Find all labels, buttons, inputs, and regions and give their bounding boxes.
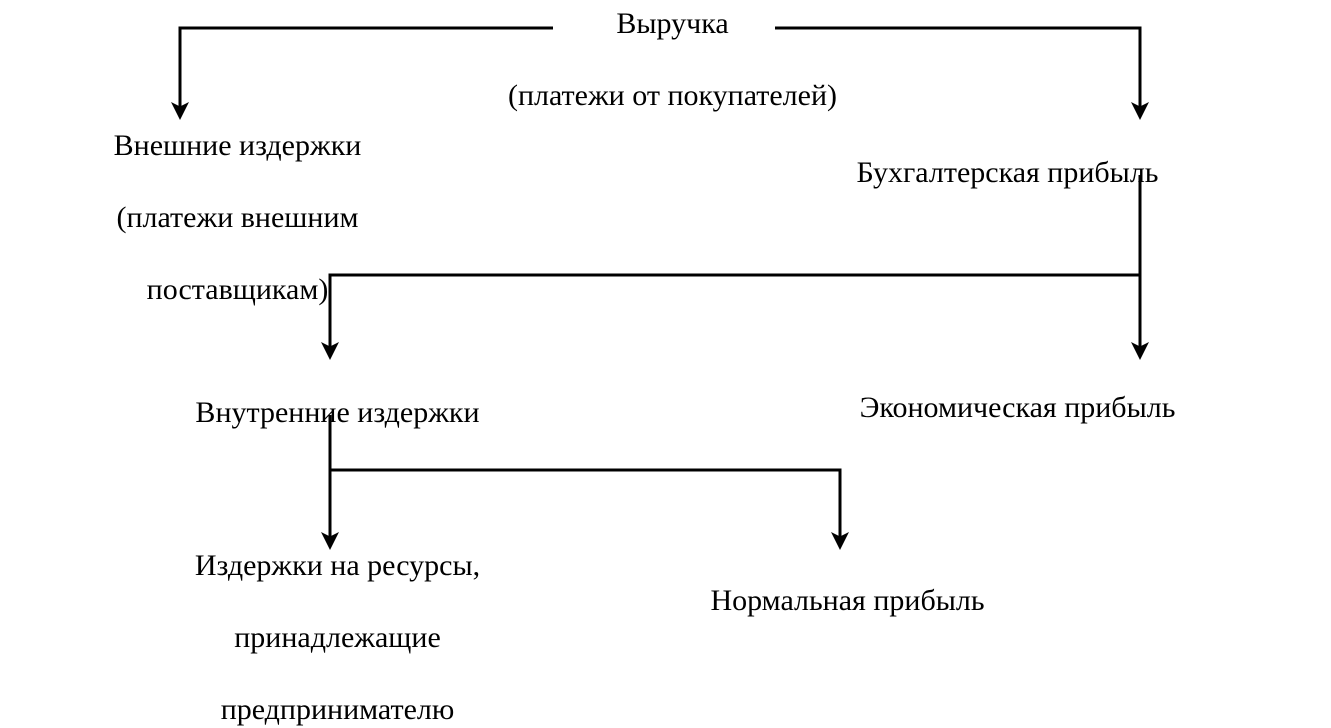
node-ext-costs-line2: (платежи внешним [117, 201, 359, 234]
node-norm-profit-line1: Нормальная прибыль [710, 584, 984, 617]
node-ext-costs-line1: Внешние издержки [114, 129, 362, 162]
node-econ-profit: Экономическая прибыль [845, 354, 1176, 426]
node-acc-profit: Бухгалтерская прибыль [842, 119, 1159, 191]
node-root: Выручка (платежи от покупателей) [493, 0, 837, 114]
edge-acc_to_int [330, 275, 1140, 351]
node-ext-costs-line3: поставщикам) [147, 273, 329, 306]
node-int-costs: Внутренние издержки [180, 359, 479, 431]
node-econ-profit-line1: Экономическая прибыль [860, 391, 1176, 424]
node-root-line1: Выручка [616, 7, 728, 40]
node-norm-profit: Нормальная прибыль [695, 547, 984, 619]
node-res-costs-line1: Издержки на ресурсы, [195, 549, 480, 582]
node-res-costs-line3: предпринимателю [221, 693, 455, 726]
node-acc-profit-line1: Бухгалтерская прибыль [857, 156, 1159, 189]
node-ext-costs: Внешние издержки (платежи внешним постав… [99, 92, 362, 308]
node-root-line2: (платежи от покупателей) [508, 79, 837, 112]
node-res-costs: Издержки на ресурсы, принадлежащие предп… [180, 512, 480, 728]
node-res-costs-line2: принадлежащие [234, 621, 441, 654]
node-int-costs-line1: Внутренние издержки [195, 396, 479, 429]
